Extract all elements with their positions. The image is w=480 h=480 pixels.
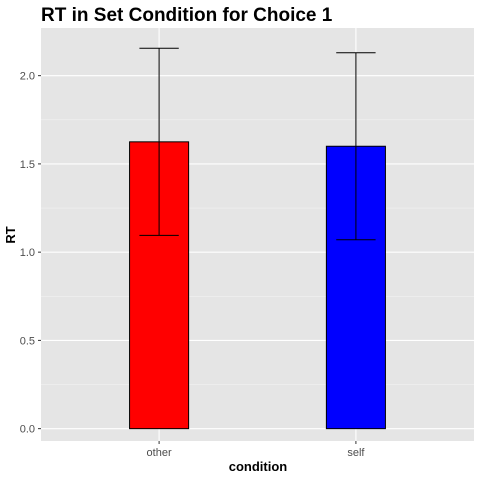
y-axis: 0.0 0.5 1.0 1.5 2.0: [20, 71, 41, 436]
x-axis: other self: [147, 441, 365, 459]
chart-title: RT in Set Condition for Choice 1: [41, 5, 333, 26]
error-bar-self: [336, 52, 376, 241]
x-tick-label-self: self: [347, 447, 365, 459]
error-bar-other: [139, 47, 179, 236]
error-bars: [139, 47, 376, 241]
x-axis-title: condition: [229, 459, 288, 474]
y-tick-label: 0.0: [20, 424, 35, 436]
y-tick-label: 2.0: [20, 71, 35, 83]
y-tick-label: 1.0: [20, 247, 35, 259]
y-tick-label: 0.5: [20, 335, 35, 347]
y-axis-title: RT: [3, 226, 18, 243]
plot-panel: [41, 28, 474, 441]
x-tick-label-other: other: [147, 447, 172, 459]
y-tick-label: 1.5: [20, 159, 35, 171]
